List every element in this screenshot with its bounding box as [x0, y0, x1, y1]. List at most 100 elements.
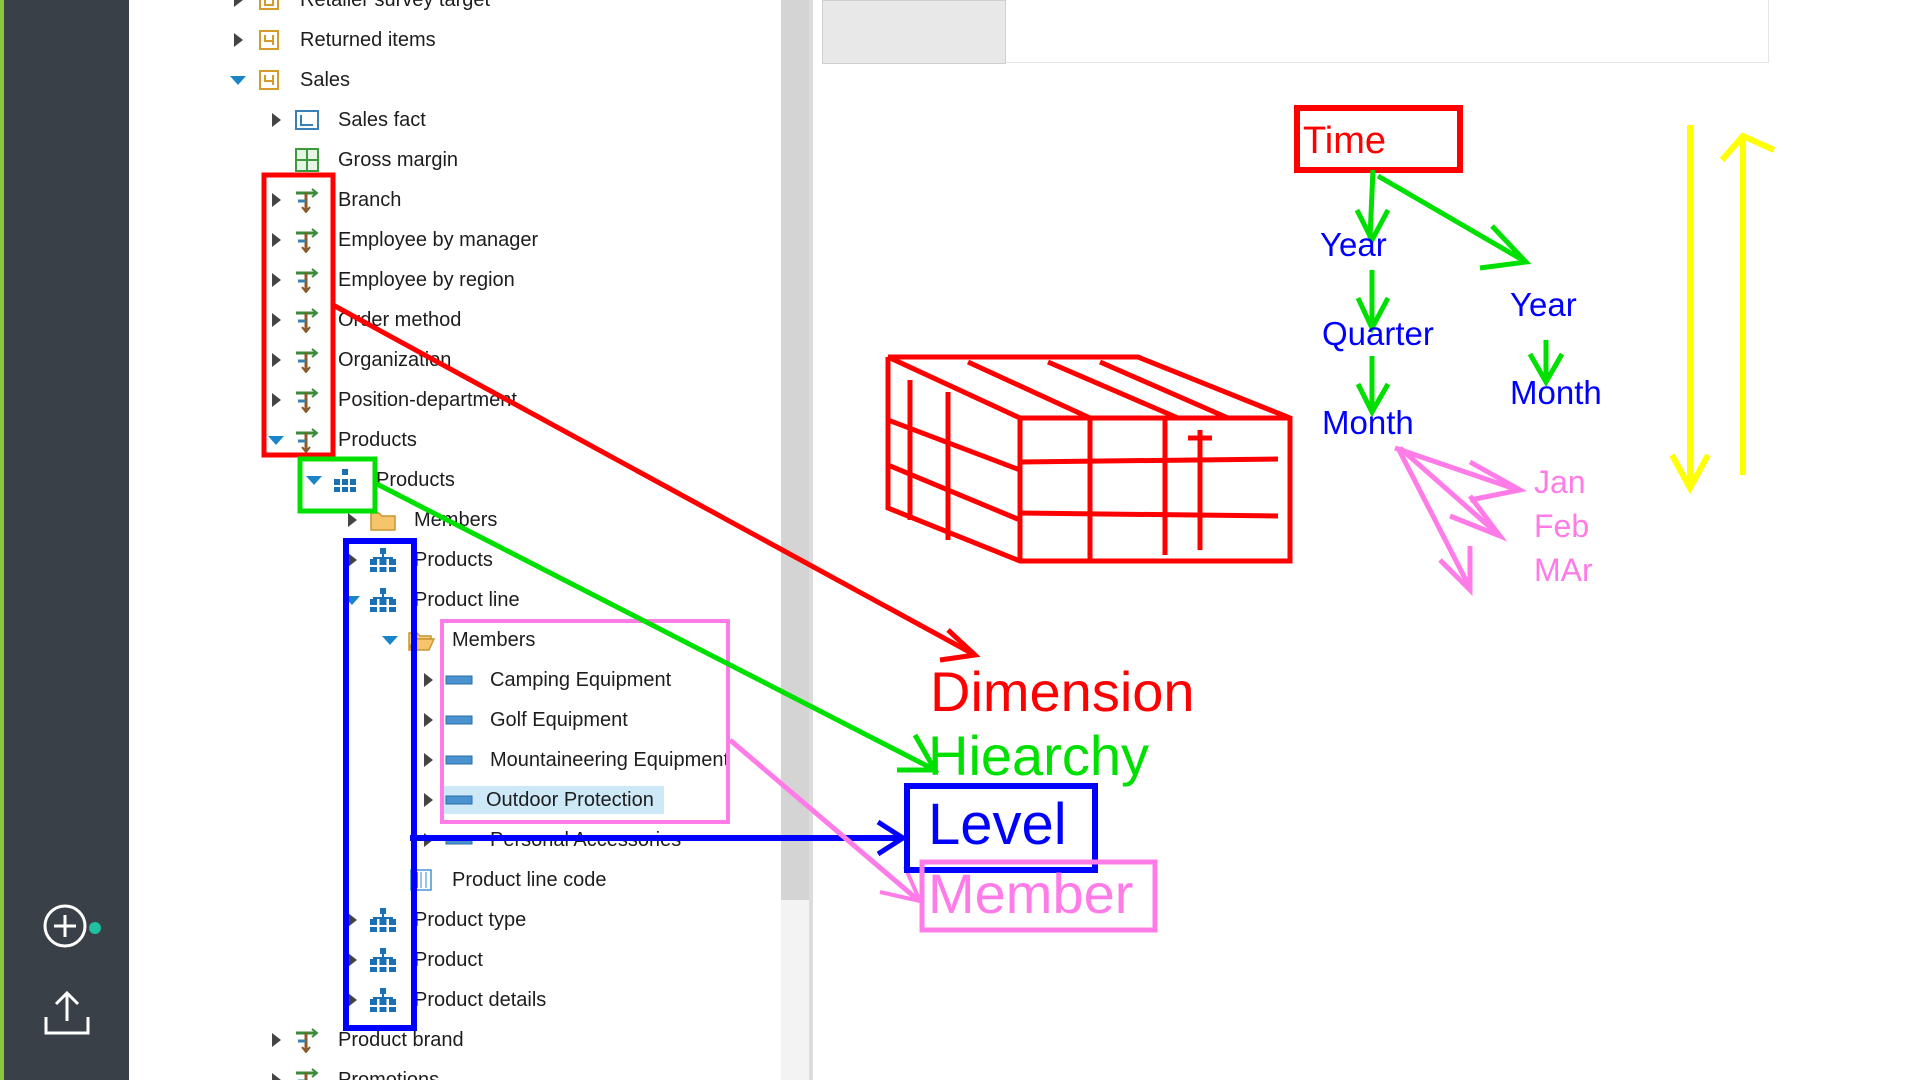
expand-toggle[interactable]: [270, 272, 282, 288]
query-subject-icon: [254, 66, 284, 94]
dimension-icon: [292, 426, 322, 454]
tree-node-label: Products: [376, 469, 455, 491]
collapse-toggle[interactable]: [306, 472, 322, 488]
left-edge-strip: [0, 0, 4, 1080]
collapse-toggle[interactable]: [344, 592, 360, 608]
tree-node-product-type[interactable]: Product type: [346, 903, 530, 937]
expand-toggle[interactable]: [270, 312, 282, 328]
tree-node-products-level[interactable]: Products: [346, 543, 497, 577]
tree-node-label: Product line code: [452, 869, 607, 891]
tree-node-label: Product type: [414, 909, 527, 931]
expand-toggle[interactable]: [422, 832, 434, 848]
plus-circle-icon: [43, 904, 103, 948]
tree-node-branch[interactable]: Branch: [270, 183, 405, 217]
tree-node-label: Employee by manager: [338, 229, 539, 251]
tree-node-golf-equipment[interactable]: Golf Equipment: [422, 703, 632, 737]
level-icon: [368, 986, 398, 1014]
annotation-level: Level: [928, 792, 1067, 857]
tree-node-order-method[interactable]: Order method: [270, 303, 465, 337]
expand-toggle[interactable]: [270, 1072, 282, 1080]
canvas-top-border: [1004, 62, 1768, 63]
member-icon: [444, 786, 474, 814]
measure-table-icon: [292, 106, 322, 134]
level-icon: [368, 946, 398, 974]
expand-toggle[interactable]: [232, 32, 244, 48]
collapse-toggle[interactable]: [268, 432, 284, 448]
calculation-icon: [292, 146, 322, 174]
expand-toggle[interactable]: [270, 352, 282, 368]
panel-divider[interactable]: [809, 0, 813, 1080]
expand-toggle[interactable]: [346, 552, 358, 568]
tree-node-product-line-code[interactable]: Product line code: [384, 863, 611, 897]
dimension-icon: [292, 386, 322, 414]
tree-node-product-details[interactable]: Product details: [346, 983, 550, 1017]
level-icon: [368, 906, 398, 934]
tree-node-promotions[interactable]: Promotions: [270, 1063, 443, 1080]
annotation-mar: MAr: [1534, 552, 1593, 588]
tree-node-mountaineering-equipment[interactable]: Mountaineering Equipment: [422, 743, 733, 777]
add-button[interactable]: [4, 902, 129, 950]
annotation-feb: Feb: [1534, 508, 1590, 544]
tree-node-label: Employee by region: [338, 269, 515, 291]
expand-toggle[interactable]: [270, 1032, 282, 1048]
tree-node-position-department[interactable]: Position-department: [270, 383, 521, 417]
upload-button[interactable]: [4, 985, 129, 1041]
annotation-quarter: Quarter: [1322, 315, 1434, 352]
tree-node-product-line-members[interactable]: Members: [382, 623, 539, 657]
tree-node-label: Branch: [338, 189, 402, 211]
tree-node-label: Organization: [338, 349, 452, 371]
tree-node-label: Promotions: [338, 1069, 440, 1080]
tree-node-products-hierarchy[interactable]: Products: [306, 463, 459, 497]
expand-toggle[interactable]: [270, 112, 282, 128]
tree-node-sales[interactable]: Sales: [230, 63, 354, 97]
folder-icon: [368, 506, 398, 534]
expand-toggle[interactable]: [422, 672, 434, 688]
tree-node-label: Personal Accessories: [490, 829, 682, 851]
expand-toggle[interactable]: [422, 752, 434, 768]
expand-toggle[interactable]: [270, 392, 282, 408]
level-icon: [368, 586, 398, 614]
member-icon: [444, 826, 474, 854]
tree-node-label: Golf Equipment: [490, 709, 628, 731]
dimension-icon: [292, 306, 322, 334]
level-arrow-head: [876, 819, 908, 857]
expand-toggle[interactable]: [346, 512, 358, 528]
annotation-month-left: Month: [1322, 404, 1414, 441]
tree-node-returned-items[interactable]: Returned items: [232, 23, 440, 57]
collapse-toggle[interactable]: [382, 632, 398, 648]
collapse-toggle[interactable]: [230, 72, 246, 88]
canvas-right-border: [1768, 0, 1769, 63]
expand-toggle[interactable]: [346, 952, 358, 968]
open-folder-icon: [406, 626, 436, 654]
tree-node-gross-margin[interactable]: Gross margin: [270, 143, 462, 177]
tree-node-employee-by-region[interactable]: Employee by region: [270, 263, 519, 297]
tree-node-outdoor-protection[interactable]: Outdoor Protection: [422, 783, 664, 817]
tree-node-products-dimension[interactable]: Products: [268, 423, 421, 457]
annotation-hierarchy: Hiearchy: [928, 724, 1149, 787]
expand-toggle[interactable]: [422, 712, 434, 728]
expand-toggle[interactable]: [422, 792, 434, 808]
tree-node-label: Mountaineering Equipment: [490, 749, 730, 771]
tree-node-product[interactable]: Product: [346, 943, 487, 977]
tree-node-label: Gross margin: [338, 149, 459, 171]
expand-toggle[interactable]: [270, 192, 282, 208]
tree-node-employee-by-manager[interactable]: Employee by manager: [270, 223, 542, 257]
annotation-month-right: Month: [1510, 374, 1602, 411]
expand-toggle[interactable]: [346, 912, 358, 928]
tree-node-retailer-survey-target[interactable]: Retailer survey target: [232, 0, 494, 17]
expand-toggle[interactable]: [346, 992, 358, 1008]
tree-node-product-line[interactable]: Product line: [344, 583, 524, 617]
expand-toggle[interactable]: [232, 0, 244, 8]
member-icon: [444, 706, 474, 734]
tree-scrollbar-thumb[interactable]: [781, 0, 809, 900]
dimension-arrow-head: [939, 628, 981, 663]
expand-toggle[interactable]: [270, 232, 282, 248]
tree-node-product-brand[interactable]: Product brand: [270, 1023, 468, 1057]
tree-node-members[interactable]: Members: [346, 503, 501, 537]
annotation-dimension: Dimension: [930, 660, 1195, 723]
tree-node-sales-fact[interactable]: Sales fact: [270, 103, 430, 137]
tree-node-organization[interactable]: Organization: [270, 343, 455, 377]
tree-node-camping-equipment[interactable]: Camping Equipment: [422, 663, 675, 697]
canvas-tab[interactable]: [822, 0, 1006, 64]
tree-node-personal-accessories[interactable]: Personal Accessories: [422, 823, 685, 857]
